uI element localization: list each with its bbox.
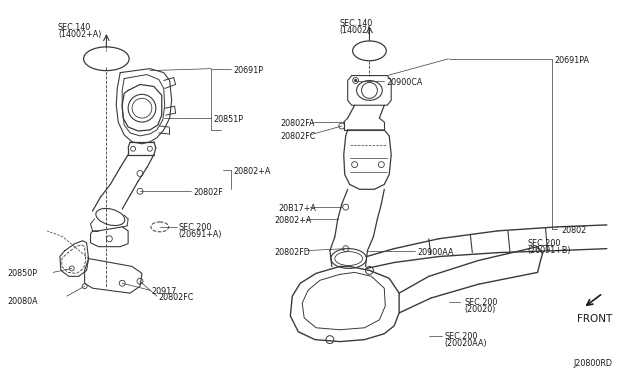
Text: (14002+A): (14002+A) — [58, 30, 101, 39]
Text: J20800RD: J20800RD — [573, 359, 612, 368]
Text: 20691P: 20691P — [233, 66, 263, 75]
Text: 20802+A: 20802+A — [233, 167, 270, 176]
Text: 20850P: 20850P — [8, 269, 38, 278]
Text: SEC.200: SEC.200 — [445, 332, 478, 341]
Text: 20802FC: 20802FC — [159, 293, 194, 302]
Text: 20802F: 20802F — [193, 188, 223, 197]
Text: 20691PA: 20691PA — [554, 56, 589, 65]
Text: (20691+A): (20691+A) — [179, 230, 222, 239]
Text: 20802: 20802 — [561, 226, 587, 235]
Text: 20802FA: 20802FA — [280, 119, 315, 128]
Text: (20020AA): (20020AA) — [445, 339, 487, 348]
Text: SEC.140: SEC.140 — [340, 19, 373, 28]
Text: 20802FD: 20802FD — [275, 248, 310, 257]
Text: 20802+A: 20802+A — [275, 216, 312, 225]
Text: (26091+B): (26091+B) — [528, 246, 571, 255]
Text: 20802FC: 20802FC — [280, 132, 316, 141]
Text: (14002): (14002) — [340, 26, 371, 35]
Text: 20917: 20917 — [152, 287, 177, 296]
Circle shape — [355, 79, 356, 82]
Text: SEC.200: SEC.200 — [528, 239, 561, 248]
Text: 20080A: 20080A — [8, 297, 38, 306]
Text: SEC.200: SEC.200 — [179, 223, 212, 232]
Text: 20B17+A: 20B17+A — [278, 204, 316, 213]
Text: FRONT: FRONT — [577, 314, 612, 324]
Text: 20900CA: 20900CA — [387, 77, 422, 87]
Text: SEC.200: SEC.200 — [465, 298, 498, 307]
Text: (20020): (20020) — [465, 305, 496, 314]
Text: 20900AA: 20900AA — [417, 248, 453, 257]
Text: 20851P: 20851P — [213, 115, 243, 124]
Text: SEC.140: SEC.140 — [58, 23, 91, 32]
